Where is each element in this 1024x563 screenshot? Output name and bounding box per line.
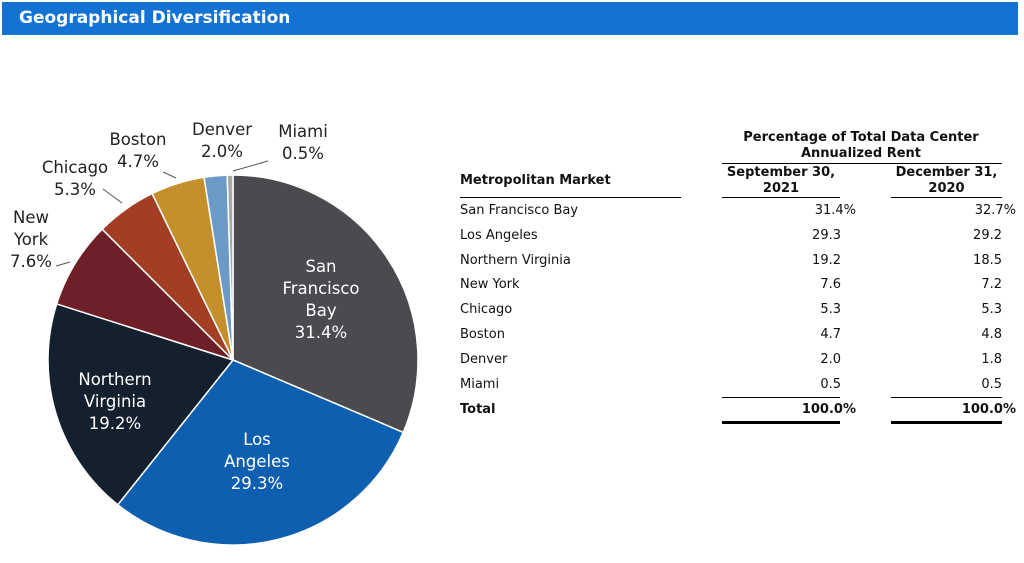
table-row-dec-2020: 29.2 <box>973 227 1002 243</box>
pie-slice-san-francisco-bay <box>232 174 419 434</box>
group-header-line: Percentage of Total Data Center <box>743 130 979 145</box>
total-top-rule-sep <box>722 397 840 398</box>
total-bottom-rule-dec <box>891 421 1002 424</box>
table-row-dec-2020: 7.2 <box>981 277 1002 293</box>
table-row-sep-2021: 5.3 <box>820 302 841 318</box>
section-title: Geographical Diversification <box>19 8 291 28</box>
column-header-line: 2021 <box>762 181 800 196</box>
table-row-sep-2021: 31.4% <box>814 203 856 218</box>
header-rule-dec <box>891 197 1002 198</box>
table-row-market: Denver <box>460 351 508 367</box>
table-row-market: Miami <box>460 376 500 392</box>
header-rule-sep <box>722 197 840 198</box>
table-row-sep-2021: 19.2 <box>812 252 841 268</box>
pie-label-miami: Miami 0.5% <box>278 122 328 163</box>
pie-chart: San Francisco Bay 31.4% Los Angeles 29.3% North… <box>10 120 419 546</box>
pie-label-los-angeles: Los Angeles 29.3% <box>224 430 290 493</box>
pie-label-new-york: New York 7.6% <box>10 208 52 271</box>
group-header-line: Annualized Rent <box>800 146 922 161</box>
column-header-market: Metropolitan Market <box>460 173 611 188</box>
column-header-line: December 31, <box>895 165 998 180</box>
pie-slice-northern-virginia <box>47 302 235 506</box>
total-top-rule-dec <box>891 397 1002 398</box>
table-row-sep-2021: 4.7 <box>820 327 841 342</box>
section-header-bar: Geographical Diversification <box>2 2 1018 35</box>
pie-label-northern-virginia: Northern Virginia 19.2% <box>78 370 151 433</box>
table-row-market: San Francisco Bay <box>460 203 579 218</box>
column-header-dec-2020: December 31, 2020 <box>891 165 1002 197</box>
pie-slice-los-angeles <box>116 359 405 546</box>
table-row-dec-2020: 0.5 <box>981 376 1002 392</box>
total-label: Total <box>460 402 496 417</box>
group-header: Percentage of Total Data Center Annualiz… <box>720 130 1002 162</box>
column-header-line: September 30, <box>726 165 836 180</box>
pie-slice-miami <box>226 174 234 361</box>
table-row-market: Chicago <box>460 302 513 318</box>
table-row-market: Los Angeles <box>460 227 538 243</box>
table-row-market: New York <box>460 277 520 293</box>
pie-label-boston: Boston 4.7% <box>109 130 166 171</box>
pie-label-chicago: Chicago 5.3% <box>42 158 108 199</box>
table-row-market: Northern Virginia <box>460 252 571 268</box>
table-row-dec-2020: 5.3 <box>981 302 1002 318</box>
header-rule-market <box>460 197 681 198</box>
table-row-dec-2020: 32.7% <box>974 203 1016 218</box>
leader-line <box>55 261 71 267</box>
leader-line <box>162 171 177 179</box>
table-row-dec-2020: 1.8 <box>981 351 1002 367</box>
table-row-market: Boston <box>460 327 505 342</box>
total-dec-2020: 100.0% <box>961 402 1016 417</box>
table-row-sep-2021: 2.0 <box>820 351 841 367</box>
pie-label-denver: Denver 2.0% <box>192 120 252 161</box>
table-row-sep-2021: 29.3 <box>812 227 841 243</box>
table-row-sep-2021: 7.6 <box>820 277 841 293</box>
table-row-sep-2021: 0.5 <box>820 376 841 392</box>
table-row-dec-2020: 18.5 <box>973 252 1002 268</box>
total-sep-2021: 100.0% <box>801 402 856 417</box>
column-header-line: 2020 <box>928 181 965 196</box>
pie-label-san-francisco-bay: San Francisco Bay 31.4% <box>282 257 359 342</box>
group-header-rule <box>722 163 1002 164</box>
leader-line <box>232 160 269 172</box>
table-row-dec-2020: 4.8 <box>981 327 1002 342</box>
column-header-sep-2021: September 30, 2021 <box>722 165 840 197</box>
leader-line <box>102 188 123 204</box>
total-bottom-rule-sep <box>722 421 840 424</box>
